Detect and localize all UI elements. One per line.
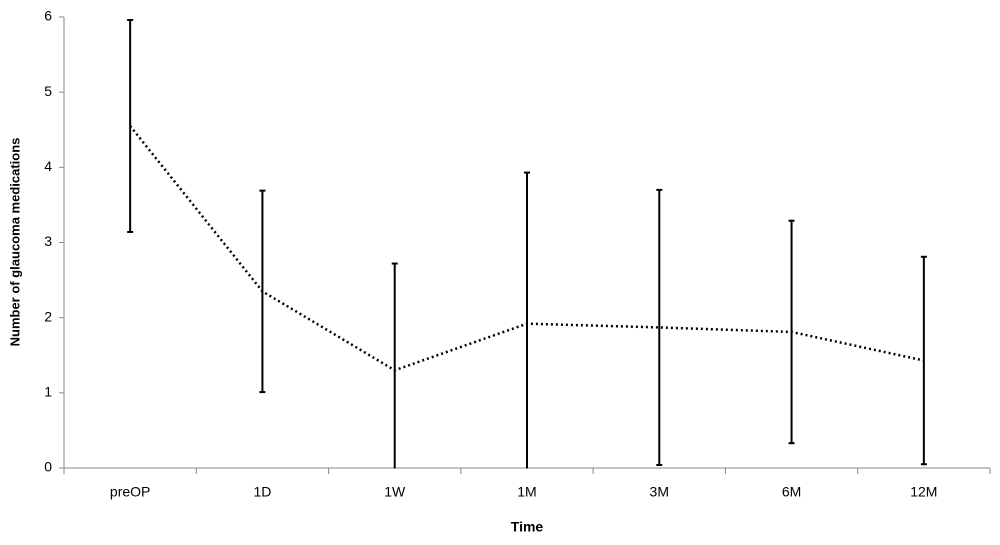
y-tick-label: 2: [44, 308, 52, 324]
y-tick-label: 5: [44, 83, 52, 99]
x-axis-label: Time: [511, 519, 544, 535]
x-tick-label: 6M: [782, 484, 801, 500]
x-tick-label: 1D: [253, 484, 271, 500]
error-bar: [920, 255, 927, 466]
y-tick-label: 6: [44, 8, 52, 24]
error-bar: [127, 19, 134, 233]
y-tick-label: 3: [44, 233, 52, 249]
y-tick-label: 4: [44, 158, 52, 174]
x-tick-label: preOP: [110, 484, 150, 500]
x-tick-label: 3M: [650, 484, 669, 500]
y-axis-label: Number of glaucoma medications: [7, 138, 22, 347]
x-tick-label: 12M: [910, 484, 937, 500]
y-tick-label: 0: [44, 459, 52, 475]
error-bar: [259, 189, 266, 394]
x-tick-label: 1M: [517, 484, 536, 500]
error-bar: [656, 188, 663, 466]
x-tick-label: 1W: [384, 484, 406, 500]
error-bar: [391, 262, 398, 469]
plot-area: [127, 19, 927, 469]
error-bar: [788, 219, 795, 445]
error-bar: [524, 171, 530, 469]
y-tick-label: 1: [44, 384, 52, 400]
